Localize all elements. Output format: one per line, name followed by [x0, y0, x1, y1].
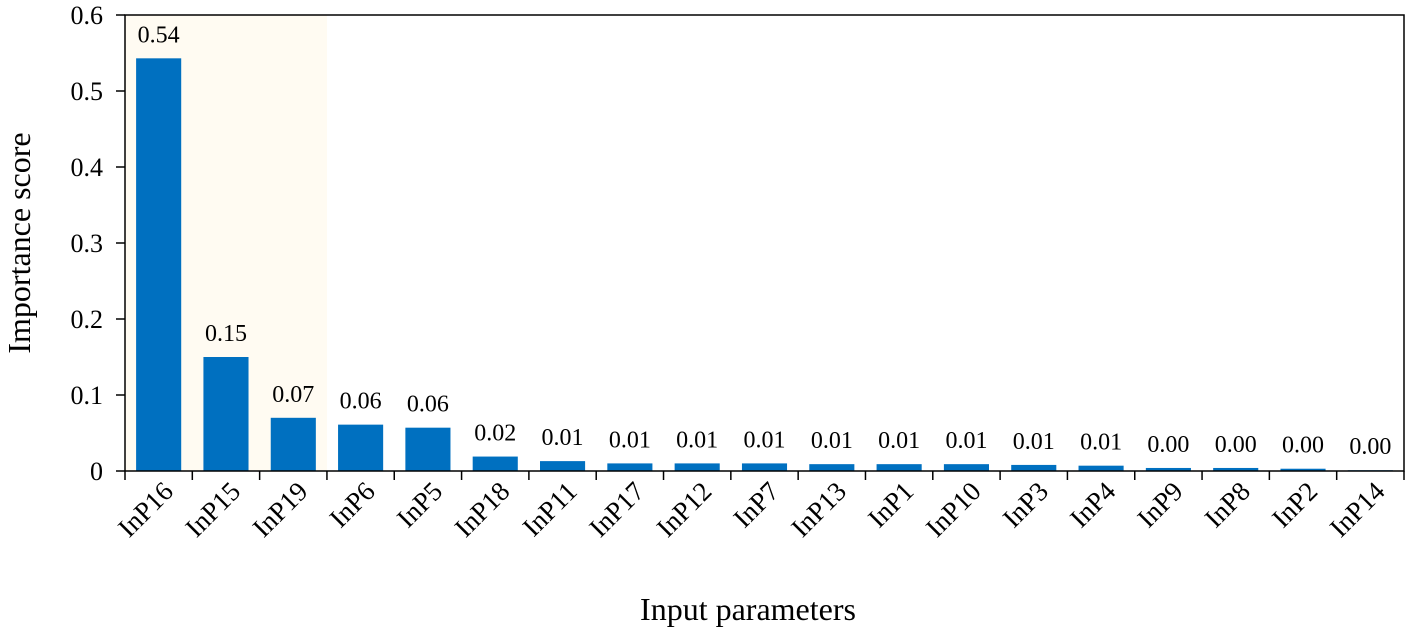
- value-label-inp9: 0.00: [1147, 432, 1189, 458]
- value-label-inp19: 0.07: [272, 382, 314, 408]
- x-tick-label-inp15: InP15: [179, 476, 246, 543]
- x-tick-label-inp14: InP14: [1324, 476, 1391, 543]
- x-tick-label-inp8: InP8: [1199, 476, 1256, 533]
- x-tick-label-inp2: InP2: [1266, 476, 1323, 533]
- bar-inp9: [1145, 467, 1191, 471]
- value-label-inp5: 0.06: [407, 392, 449, 418]
- x-tick-label-inp10: InP10: [920, 476, 987, 543]
- value-label-inp15: 0.15: [205, 321, 247, 347]
- y-axis-title: Importance score: [1, 132, 37, 353]
- x-tick-label-inp9: InP9: [1131, 476, 1188, 533]
- bar-inp10: [943, 464, 989, 471]
- value-label-inp18: 0.02: [474, 421, 516, 447]
- bar-inp13: [809, 464, 855, 471]
- x-tick-label-inp17: InP17: [583, 476, 650, 543]
- value-label-inp8: 0.00: [1215, 432, 1257, 458]
- bar-inp6: [338, 424, 384, 471]
- value-label-inp7: 0.01: [744, 427, 786, 453]
- x-tick-label-inp12: InP12: [651, 476, 718, 543]
- y-tick-label: 0.2: [71, 305, 104, 334]
- bar-inp12: [674, 463, 720, 471]
- bar-inp8: [1213, 467, 1259, 471]
- value-label-inp10: 0.01: [945, 428, 987, 454]
- y-tick-label: 0: [90, 457, 103, 486]
- x-tick-label-inp6: InP6: [324, 476, 381, 533]
- bar-inp17: [607, 463, 653, 471]
- x-tick-label-inp19: InP19: [247, 476, 314, 543]
- x-tick-label-inp5: InP5: [391, 476, 448, 533]
- y-tick-label: 0.1: [71, 381, 104, 410]
- x-tick-label-inp16: InP16: [112, 476, 179, 543]
- value-label-inp3: 0.01: [1013, 429, 1055, 455]
- bar-inp1: [876, 464, 922, 471]
- x-tick-label-inp3: InP3: [997, 476, 1054, 533]
- value-label-inp4: 0.01: [1080, 430, 1122, 456]
- x-axis-title: Input parameters: [640, 591, 856, 627]
- x-tick-label-inp7: InP7: [727, 476, 784, 533]
- bar-inp19: [270, 417, 316, 471]
- value-label-inp1: 0.01: [878, 428, 920, 454]
- bar-inp16: [136, 58, 182, 471]
- y-tick-label: 0.5: [71, 77, 104, 106]
- x-tick-label-inp1: InP1: [862, 476, 919, 533]
- x-tick-label-inp13: InP13: [785, 476, 852, 543]
- bar-inp11: [540, 461, 586, 471]
- bar-inp18: [472, 456, 518, 471]
- x-tick-label-inp4: InP4: [1064, 476, 1122, 534]
- value-label-inp6: 0.06: [340, 389, 382, 415]
- bar-inp15: [203, 357, 249, 471]
- x-tick-label-inp18: InP18: [449, 476, 516, 543]
- value-label-inp16: 0.54: [138, 22, 180, 48]
- value-label-inp11: 0.01: [542, 425, 584, 451]
- value-label-inp17: 0.01: [609, 427, 651, 453]
- value-label-inp12: 0.01: [676, 427, 718, 453]
- y-tick-label: 0.4: [71, 153, 104, 182]
- value-label-inp14: 0.00: [1349, 434, 1391, 460]
- y-tick-label: 0.3: [71, 229, 104, 258]
- bar-inp4: [1078, 465, 1124, 471]
- bar-inp7: [741, 463, 788, 471]
- x-tick-label-inp11: InP11: [517, 476, 583, 542]
- bar-inp2: [1280, 468, 1326, 471]
- bar-inp5: [405, 427, 451, 471]
- bar-inp3: [1011, 464, 1057, 471]
- value-label-inp2: 0.00: [1282, 433, 1324, 459]
- y-tick-label: 0.6: [71, 1, 104, 30]
- value-label-inp13: 0.01: [811, 428, 853, 454]
